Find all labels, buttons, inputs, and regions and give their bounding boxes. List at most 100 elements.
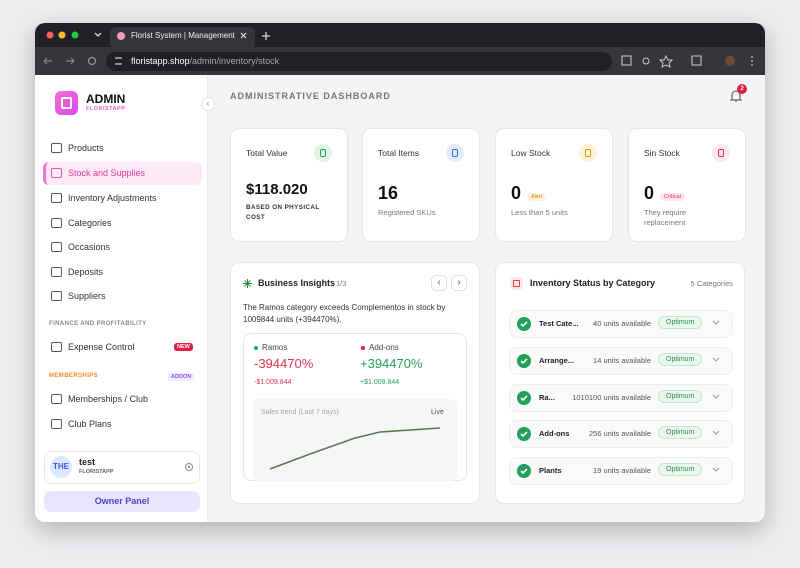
live-label: Live bbox=[431, 409, 444, 416]
url[interactable]: floristapp.shop/admin/inventory/stock bbox=[131, 56, 279, 66]
category-name: Arrange... bbox=[539, 355, 575, 365]
button-label: Owner Panel bbox=[94, 496, 150, 506]
stat-label: Total Value bbox=[246, 148, 288, 158]
brand: ADMIN bbox=[86, 92, 126, 106]
trend-line bbox=[269, 427, 441, 470]
chevron[interactable] bbox=[712, 467, 720, 473]
nav-icon bbox=[51, 394, 62, 404]
compare-amount: -$1.009.844 bbox=[254, 379, 292, 386]
stat-value: 16 bbox=[378, 183, 399, 203]
logo-icon bbox=[61, 97, 72, 109]
nav-item[interactable]: Occasions bbox=[68, 242, 111, 252]
status-pill: Optimum bbox=[658, 426, 703, 440]
stat-note: BASED ON PHYSICAL COST bbox=[246, 204, 320, 221]
stat-label: Total Items bbox=[378, 148, 420, 158]
tab-title[interactable]: Florist System | Management bbox=[131, 31, 235, 40]
stat-icon bbox=[314, 144, 332, 162]
insights-title: Business Insights bbox=[258, 278, 336, 288]
browser-chrome-icons bbox=[35, 27, 765, 75]
nav-item[interactable]: Categories bbox=[68, 218, 112, 228]
stat-icon bbox=[579, 144, 597, 162]
nav-item[interactable]: Club Plans bbox=[68, 419, 112, 429]
section-label: FINANCE AND PROFITABILITY bbox=[49, 321, 147, 327]
legend-dot bbox=[254, 346, 258, 350]
compare-pct: -394470% bbox=[254, 356, 314, 371]
avatar: THE bbox=[50, 456, 72, 478]
nav-item[interactable]: Suppliers bbox=[68, 291, 106, 301]
url-host: floristapp.shop bbox=[131, 56, 190, 66]
nav-icon bbox=[51, 419, 62, 429]
compare-name: Add-ons bbox=[369, 343, 399, 352]
inventory-icon bbox=[510, 277, 523, 290]
owner-panel-button[interactable]: Owner Panel bbox=[44, 491, 200, 512]
collapse-button[interactable]: ‹ bbox=[201, 97, 215, 111]
trend-label: Sales trend (Last 7 days) bbox=[261, 409, 339, 416]
inventory-title: Inventory Status by Category bbox=[530, 278, 656, 288]
status-pill: Optimum bbox=[658, 389, 703, 403]
nav-item[interactable]: Stock and Supplies bbox=[68, 168, 146, 178]
check-icon bbox=[517, 317, 531, 331]
nav-icon bbox=[51, 291, 62, 301]
category-units: 256 units available bbox=[588, 429, 651, 439]
insight-text: The Ramos category exceeds Complementos … bbox=[243, 303, 446, 324]
category-name: Add-ons bbox=[539, 429, 570, 439]
compare-name: Ramos bbox=[262, 343, 288, 352]
stat-note: Registered SKUs bbox=[378, 208, 436, 217]
new-badge: NEW bbox=[174, 343, 193, 351]
nav-item[interactable]: Products bbox=[68, 143, 104, 153]
nav-item[interactable]: Deposits bbox=[68, 267, 104, 277]
url-path: /admin/inventory/stock bbox=[189, 56, 280, 66]
next-button[interactable]: › bbox=[451, 275, 467, 291]
glyph bbox=[718, 149, 724, 157]
status-pill: Optimum bbox=[658, 316, 703, 329]
check-icon bbox=[517, 427, 531, 442]
chevron[interactable] bbox=[712, 394, 720, 400]
category-units: 19 units available bbox=[593, 466, 651, 476]
stat-badge: Alert bbox=[527, 193, 547, 201]
nav-icon bbox=[51, 218, 62, 228]
check-icon bbox=[517, 353, 531, 368]
insights-page: 1/3 bbox=[336, 279, 347, 288]
trend-box bbox=[253, 399, 457, 481]
stat-icon bbox=[712, 144, 730, 162]
category-name: Plants bbox=[539, 466, 562, 476]
compare-pct: +394470% bbox=[360, 356, 423, 371]
category-units: 1010100 units available bbox=[572, 392, 651, 402]
category-name: Ra... bbox=[539, 392, 555, 402]
cube bbox=[513, 280, 520, 287]
category-units: 40 units available bbox=[593, 319, 651, 328]
active-nav-bg bbox=[43, 162, 202, 185]
stat-label: Low Stock bbox=[511, 148, 551, 158]
nav-item[interactable]: Inventory Adjustments bbox=[68, 193, 157, 203]
logo bbox=[55, 91, 78, 115]
nav-item[interactable]: Memberships / Club bbox=[68, 394, 149, 404]
status-pill: Optimum bbox=[658, 352, 703, 366]
notification-badge: 2 bbox=[737, 84, 747, 94]
nav-icon bbox=[51, 242, 62, 252]
addon-badge: ADDON bbox=[168, 373, 195, 381]
nav-icon bbox=[51, 267, 62, 277]
stat-icon bbox=[446, 144, 464, 162]
nav-icon bbox=[51, 143, 62, 153]
stat-value: 0 bbox=[644, 183, 655, 203]
nav-icon bbox=[51, 342, 62, 352]
stat-label: Sin Stock bbox=[644, 148, 680, 158]
glyph bbox=[452, 149, 458, 157]
sparkle-icon bbox=[243, 279, 252, 288]
compare-amount: +$1.009.844 bbox=[360, 379, 400, 386]
user-card[interactable] bbox=[44, 451, 200, 484]
glyph bbox=[585, 149, 591, 157]
prev-button[interactable]: ‹ bbox=[431, 275, 447, 291]
settings-icon[interactable] bbox=[184, 462, 194, 472]
check-icon bbox=[517, 390, 531, 405]
chevron[interactable] bbox=[712, 320, 720, 326]
glyph bbox=[320, 149, 326, 157]
status-pill: Optimum bbox=[658, 463, 703, 477]
chevron[interactable] bbox=[712, 357, 720, 363]
nav-item[interactable]: Expense Control bbox=[68, 342, 135, 352]
stat-card bbox=[495, 128, 613, 242]
category-units: 14 units available bbox=[593, 355, 651, 365]
chevron[interactable] bbox=[712, 430, 720, 436]
category-name: Test Cate... bbox=[539, 319, 579, 328]
